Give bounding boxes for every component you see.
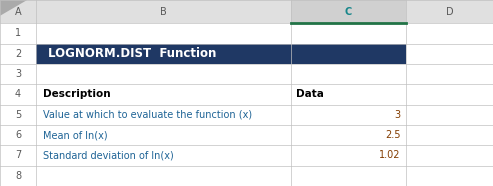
Bar	[291, 0, 406, 23]
Bar	[0, 84, 36, 105]
Text: 3: 3	[15, 69, 21, 79]
Bar	[0, 145, 36, 166]
Bar	[406, 166, 493, 186]
Bar	[291, 166, 406, 186]
Bar	[0, 44, 36, 64]
Bar	[0, 0, 36, 23]
Text: A: A	[15, 7, 21, 17]
Text: Data: Data	[296, 89, 324, 100]
Bar	[0, 166, 36, 186]
Bar	[291, 125, 406, 145]
Bar	[291, 44, 406, 64]
Bar	[36, 64, 291, 84]
Text: C: C	[345, 7, 352, 17]
Bar	[36, 166, 291, 186]
Text: 1.02: 1.02	[379, 150, 400, 161]
Bar	[406, 84, 493, 105]
Bar	[406, 125, 493, 145]
Text: Description: Description	[43, 89, 111, 100]
Text: Mean of ln(x): Mean of ln(x)	[43, 130, 108, 140]
Bar	[36, 105, 291, 125]
Text: 8: 8	[15, 171, 21, 181]
Bar	[36, 125, 291, 145]
Bar	[406, 23, 493, 44]
Bar	[36, 44, 406, 64]
Text: 4: 4	[15, 89, 21, 100]
Text: 2.5: 2.5	[385, 130, 400, 140]
Bar	[36, 44, 291, 64]
Bar	[0, 125, 36, 145]
Bar	[406, 44, 493, 64]
Bar	[0, 64, 36, 84]
Bar	[36, 84, 291, 105]
Text: 6: 6	[15, 130, 21, 140]
Bar	[291, 64, 406, 84]
Polygon shape	[0, 0, 27, 16]
Text: 3: 3	[394, 110, 400, 120]
Bar	[36, 0, 291, 23]
Bar	[406, 145, 493, 166]
Text: D: D	[446, 7, 454, 17]
Text: 7: 7	[15, 150, 21, 161]
Text: 2: 2	[15, 49, 21, 59]
Text: Value at which to evaluate the function (x): Value at which to evaluate the function …	[43, 110, 252, 120]
Text: B: B	[160, 7, 167, 17]
Text: Standard deviation of ln(x): Standard deviation of ln(x)	[43, 150, 174, 161]
Text: 5: 5	[15, 110, 21, 120]
Bar	[291, 105, 406, 125]
Bar	[36, 23, 291, 44]
Bar	[36, 145, 291, 166]
Bar	[406, 64, 493, 84]
Bar	[291, 145, 406, 166]
Bar	[406, 0, 493, 23]
Text: 1: 1	[15, 28, 21, 39]
Bar	[406, 105, 493, 125]
Bar	[291, 23, 406, 44]
Bar	[0, 105, 36, 125]
Text: LOGNORM.DIST  Function: LOGNORM.DIST Function	[48, 47, 217, 60]
Bar	[291, 84, 406, 105]
Bar	[0, 23, 36, 44]
